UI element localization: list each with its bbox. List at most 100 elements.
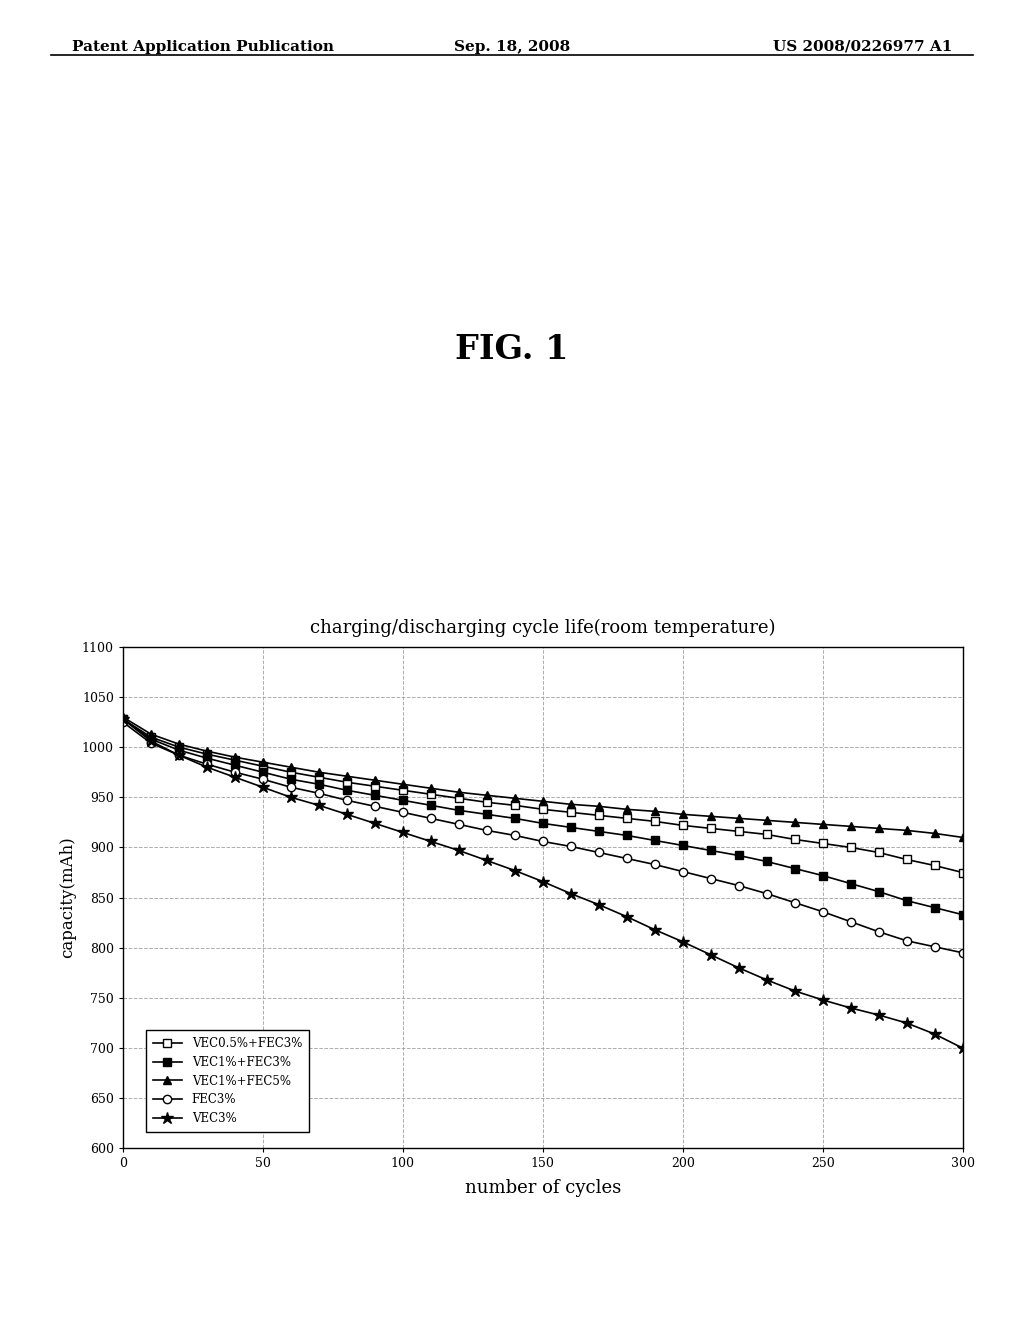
Line: VEC0.5%+FEC3%: VEC0.5%+FEC3% (119, 715, 967, 876)
VEC1%+FEC5% (593, 799, 605, 814)
Title: charging/discharging cycle life(room temperature): charging/discharging cycle life(room tem… (310, 619, 775, 638)
VEC0.5%+FEC3% (285, 764, 297, 780)
VEC1%+FEC3% (648, 833, 660, 849)
VEC1%+FEC5% (285, 759, 297, 775)
VEC1%+FEC3% (201, 750, 213, 766)
FEC3% (117, 714, 129, 730)
FEC3% (173, 747, 185, 763)
VEC1%+FEC5% (144, 726, 157, 742)
VEC0.5%+FEC3% (900, 851, 912, 867)
VEC1%+FEC5% (900, 822, 912, 838)
VEC3% (228, 770, 241, 785)
VEC0.5%+FEC3% (732, 824, 744, 840)
VEC1%+FEC3% (705, 842, 717, 858)
VEC1%+FEC5% (677, 807, 689, 822)
VEC3% (117, 711, 129, 727)
VEC0.5%+FEC3% (564, 804, 577, 820)
VEC1%+FEC3% (564, 820, 577, 836)
Text: Patent Application Publication: Patent Application Publication (72, 40, 334, 54)
Line: VEC3%: VEC3% (117, 713, 969, 1055)
FEC3% (144, 735, 157, 751)
VEC3% (480, 853, 493, 869)
VEC1%+FEC3% (257, 764, 269, 780)
X-axis label: number of cycles: number of cycles (465, 1179, 621, 1197)
VEC1%+FEC5% (732, 810, 744, 826)
VEC1%+FEC3% (929, 900, 941, 916)
Y-axis label: capacity(mAh): capacity(mAh) (59, 837, 77, 958)
FEC3% (761, 886, 773, 902)
VEC1%+FEC5% (621, 801, 633, 817)
FEC3% (621, 850, 633, 866)
FEC3% (732, 878, 744, 894)
VEC1%+FEC3% (396, 792, 409, 808)
VEC1%+FEC3% (537, 816, 549, 832)
VEC1%+FEC3% (117, 711, 129, 727)
FEC3% (228, 764, 241, 780)
FEC3% (425, 810, 437, 826)
VEC1%+FEC5% (872, 821, 885, 837)
FEC3% (509, 828, 521, 843)
VEC3% (900, 1015, 912, 1031)
FEC3% (257, 771, 269, 787)
FEC3% (285, 779, 297, 795)
VEC1%+FEC5% (788, 814, 801, 830)
VEC0.5%+FEC3% (425, 787, 437, 803)
FEC3% (537, 833, 549, 849)
VEC0.5%+FEC3% (480, 795, 493, 810)
VEC0.5%+FEC3% (228, 752, 241, 768)
Line: VEC1%+FEC3%: VEC1%+FEC3% (119, 715, 967, 919)
VEC1%+FEC5% (228, 750, 241, 766)
FEC3% (900, 933, 912, 949)
VEC1%+FEC5% (341, 768, 353, 784)
VEC1%+FEC3% (312, 776, 325, 792)
VEC1%+FEC5% (425, 780, 437, 796)
VEC1%+FEC3% (732, 847, 744, 863)
VEC3% (872, 1007, 885, 1023)
VEC1%+FEC5% (564, 796, 577, 812)
VEC1%+FEC5% (480, 787, 493, 803)
VEC3% (453, 842, 465, 858)
VEC1%+FEC5% (453, 784, 465, 800)
VEC1%+FEC3% (900, 892, 912, 908)
VEC3% (677, 933, 689, 949)
VEC3% (956, 1040, 969, 1056)
Text: US 2008/0226977 A1: US 2008/0226977 A1 (773, 40, 952, 54)
VEC0.5%+FEC3% (705, 821, 717, 837)
VEC3% (564, 886, 577, 902)
VEC0.5%+FEC3% (201, 746, 213, 762)
FEC3% (929, 939, 941, 954)
VEC1%+FEC3% (425, 797, 437, 813)
VEC0.5%+FEC3% (144, 729, 157, 744)
VEC1%+FEC5% (816, 817, 828, 833)
VEC0.5%+FEC3% (677, 817, 689, 833)
VEC1%+FEC3% (285, 771, 297, 787)
VEC1%+FEC3% (677, 837, 689, 853)
VEC0.5%+FEC3% (117, 711, 129, 727)
VEC3% (312, 797, 325, 813)
VEC0.5%+FEC3% (341, 775, 353, 791)
VEC3% (257, 779, 269, 795)
VEC1%+FEC3% (788, 861, 801, 876)
VEC3% (341, 807, 353, 822)
VEC1%+FEC5% (761, 812, 773, 828)
VEC0.5%+FEC3% (788, 832, 801, 847)
VEC3% (788, 983, 801, 999)
VEC0.5%+FEC3% (872, 845, 885, 861)
VEC1%+FEC5% (648, 804, 660, 820)
Text: Sep. 18, 2008: Sep. 18, 2008 (454, 40, 570, 54)
VEC0.5%+FEC3% (453, 791, 465, 807)
FEC3% (564, 838, 577, 854)
VEC1%+FEC5% (509, 791, 521, 807)
VEC3% (732, 960, 744, 975)
VEC0.5%+FEC3% (648, 813, 660, 829)
VEC0.5%+FEC3% (369, 779, 381, 795)
FEC3% (480, 822, 493, 838)
VEC1%+FEC3% (956, 907, 969, 923)
VEC0.5%+FEC3% (845, 840, 857, 855)
FEC3% (648, 857, 660, 873)
VEC1%+FEC5% (537, 793, 549, 809)
VEC1%+FEC3% (173, 742, 185, 758)
VEC3% (761, 972, 773, 987)
VEC1%+FEC3% (144, 731, 157, 747)
VEC1%+FEC5% (257, 754, 269, 770)
